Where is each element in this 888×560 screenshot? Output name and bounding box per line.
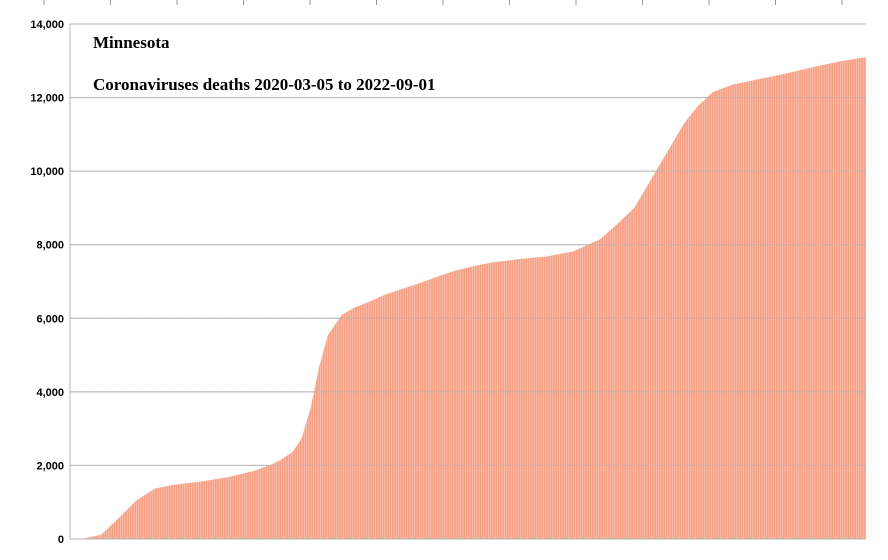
y-tick-label: 6,000 bbox=[36, 313, 64, 325]
axes bbox=[69, 24, 866, 540]
area-stripes bbox=[70, 23, 866, 539]
chart-title: Minnesota bbox=[93, 33, 170, 52]
top-tick-marks bbox=[43, 0, 843, 5]
chart-subtitle: Coronaviruses deaths 2020-03-05 to 2022-… bbox=[93, 75, 436, 94]
y-tick-label: 10,000 bbox=[30, 166, 64, 178]
y-tick-label: 12,000 bbox=[30, 93, 64, 105]
y-tick-labels: 0 2,000 4,000 6,000 8,000 10,000 12,000 14,000 bbox=[30, 19, 64, 546]
y-tick-label: 0 bbox=[58, 534, 64, 546]
area-series bbox=[70, 57, 866, 540]
y-tick-label: 2,000 bbox=[36, 460, 64, 472]
y-tick-label: 14,000 bbox=[30, 19, 64, 31]
area-fill bbox=[70, 57, 866, 540]
y-tick-label: 4,000 bbox=[36, 387, 64, 399]
y-tick-label: 8,000 bbox=[36, 240, 64, 252]
